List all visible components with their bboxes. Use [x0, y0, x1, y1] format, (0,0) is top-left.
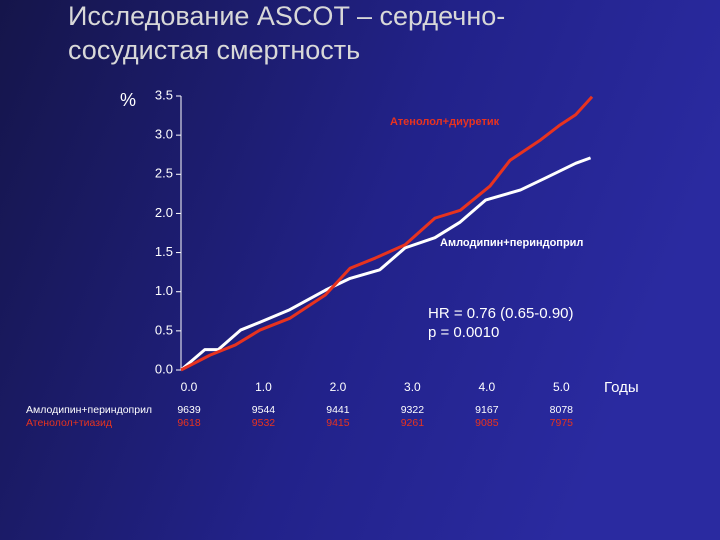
risk-value: 9639: [177, 404, 201, 416]
risk-value: 9415: [326, 417, 350, 429]
y-tick-label: 0.5: [155, 322, 173, 337]
x-tick-label: 0.0: [181, 380, 198, 394]
risk-value: 9167: [475, 404, 499, 416]
x-tick-label: 4.0: [479, 380, 496, 394]
y-tick-label: 1.0: [155, 283, 173, 298]
risk-value: 7975: [550, 417, 574, 429]
risk-value: 9544: [252, 404, 276, 416]
risk-value: 8078: [550, 404, 574, 416]
series-line: [180, 95, 594, 372]
series-label: Атенолол+диуретик: [390, 116, 500, 128]
x-tick-label: 2.0: [330, 380, 347, 394]
y-tick-label: 1.5: [155, 244, 173, 259]
x-tick-label: 1.0: [255, 380, 272, 394]
annotation: p = 0.0010: [428, 324, 499, 341]
annotation: HR = 0.76 (0.65-0.90): [428, 305, 574, 322]
risk-value: 9322: [401, 404, 425, 416]
risk-row-label: Амлодипин+периндоприл: [26, 404, 152, 416]
risk-value: 9441: [326, 404, 350, 416]
y-axis-label: %: [120, 90, 136, 110]
x-axis-label: Годы: [604, 379, 639, 396]
x-tick-label: 3.0: [404, 380, 421, 394]
y-tick-label: 0.0: [155, 361, 173, 376]
series-line: [180, 156, 592, 372]
y-tick-label: 3.5: [155, 87, 173, 102]
y-tick-label: 3.0: [155, 127, 173, 142]
risk-value: 9261: [401, 417, 425, 429]
title-line: сосудистая смертность: [68, 35, 360, 65]
risk-row-label: Атенолол+тиазид: [26, 417, 112, 429]
risk-value: 9085: [475, 417, 499, 429]
x-tick-label: 5.0: [553, 380, 570, 394]
y-tick-label: 2.0: [155, 205, 173, 220]
series-label: Амлодипин+периндоприл: [440, 237, 583, 249]
title-line: Исследование ASCOT – сердечно-: [68, 1, 505, 31]
y-tick-label: 2.5: [155, 166, 173, 181]
risk-value: 9618: [177, 417, 201, 429]
risk-value: 9532: [252, 417, 276, 429]
